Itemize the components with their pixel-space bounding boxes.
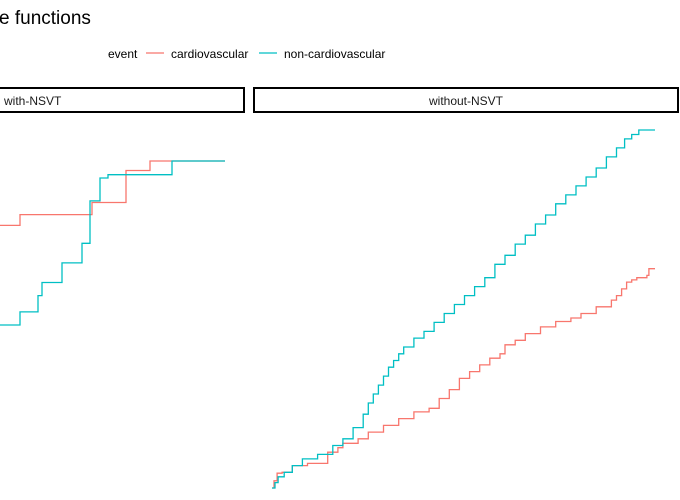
legend-label-non-cardiovascular: non-cardiovascular <box>284 47 385 61</box>
strip-without-nsvt <box>253 87 679 113</box>
series-line-non-cardiovascular <box>272 129 655 489</box>
panel-without-nsvt-series <box>272 129 655 489</box>
strip-label-with-nsvt: with-NSVT <box>3 94 62 108</box>
series-line-non-cardiovascular <box>0 160 225 326</box>
series-line-cardiovascular <box>0 160 225 227</box>
panel-with-nsvt: with-NSVT <box>0 87 245 326</box>
legend-label-cardiovascular: cardiovascular <box>171 47 248 61</box>
panel-with-nsvt-series <box>0 160 225 326</box>
strip-label-without-nsvt: without-NSVT <box>428 94 504 108</box>
legend: event cardiovascular non-cardiovascular <box>108 47 385 61</box>
panel-without-nsvt: without-NSVT <box>253 87 679 489</box>
chart-title: e functions <box>0 8 91 29</box>
strip-with-nsvt <box>0 87 245 113</box>
series-line-cardiovascular <box>272 268 655 489</box>
legend-title: event <box>108 47 138 61</box>
